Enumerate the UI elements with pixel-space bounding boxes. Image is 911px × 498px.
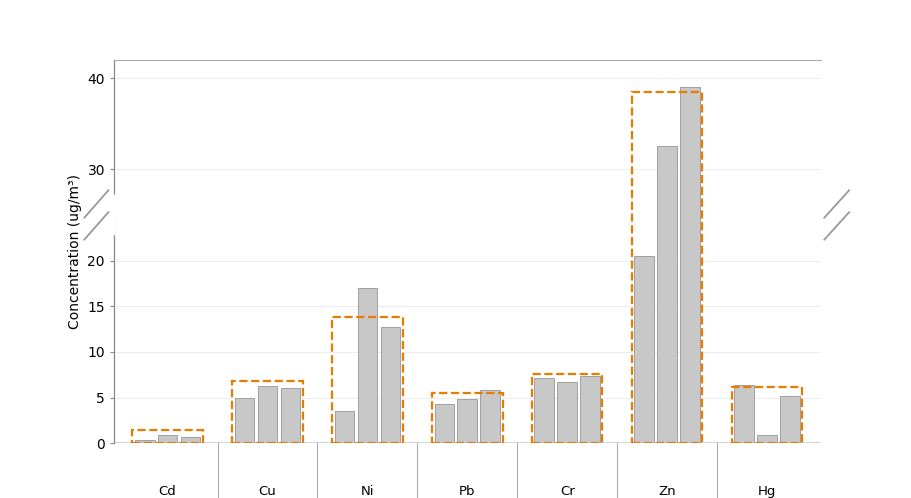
- Bar: [480, 390, 500, 443]
- Bar: [232, 381, 302, 443]
- Bar: [432, 393, 502, 443]
- Bar: [579, 375, 599, 443]
- Bar: [380, 327, 400, 443]
- Bar: [257, 385, 277, 443]
- Bar: [557, 382, 577, 443]
- Bar: [132, 429, 202, 443]
- Bar: [657, 146, 677, 443]
- Bar: [631, 92, 701, 443]
- Bar: [733, 385, 753, 443]
- Bar: [158, 435, 178, 443]
- Bar: [532, 374, 602, 443]
- Bar: [732, 386, 802, 443]
- Bar: [756, 435, 776, 443]
- Bar: [780, 396, 799, 443]
- Bar: [180, 437, 200, 443]
- Bar: [135, 441, 154, 443]
- Bar: [357, 288, 377, 443]
- Bar: [281, 388, 300, 443]
- Bar: [434, 404, 454, 443]
- Y-axis label: Concentration (ug/m³): Concentration (ug/m³): [67, 174, 82, 329]
- Bar: [534, 378, 554, 443]
- Bar: [332, 317, 402, 443]
- Bar: [634, 256, 653, 443]
- Bar: [334, 411, 354, 443]
- Bar: [680, 87, 700, 443]
- Bar: [234, 397, 254, 443]
- Bar: [457, 399, 476, 443]
